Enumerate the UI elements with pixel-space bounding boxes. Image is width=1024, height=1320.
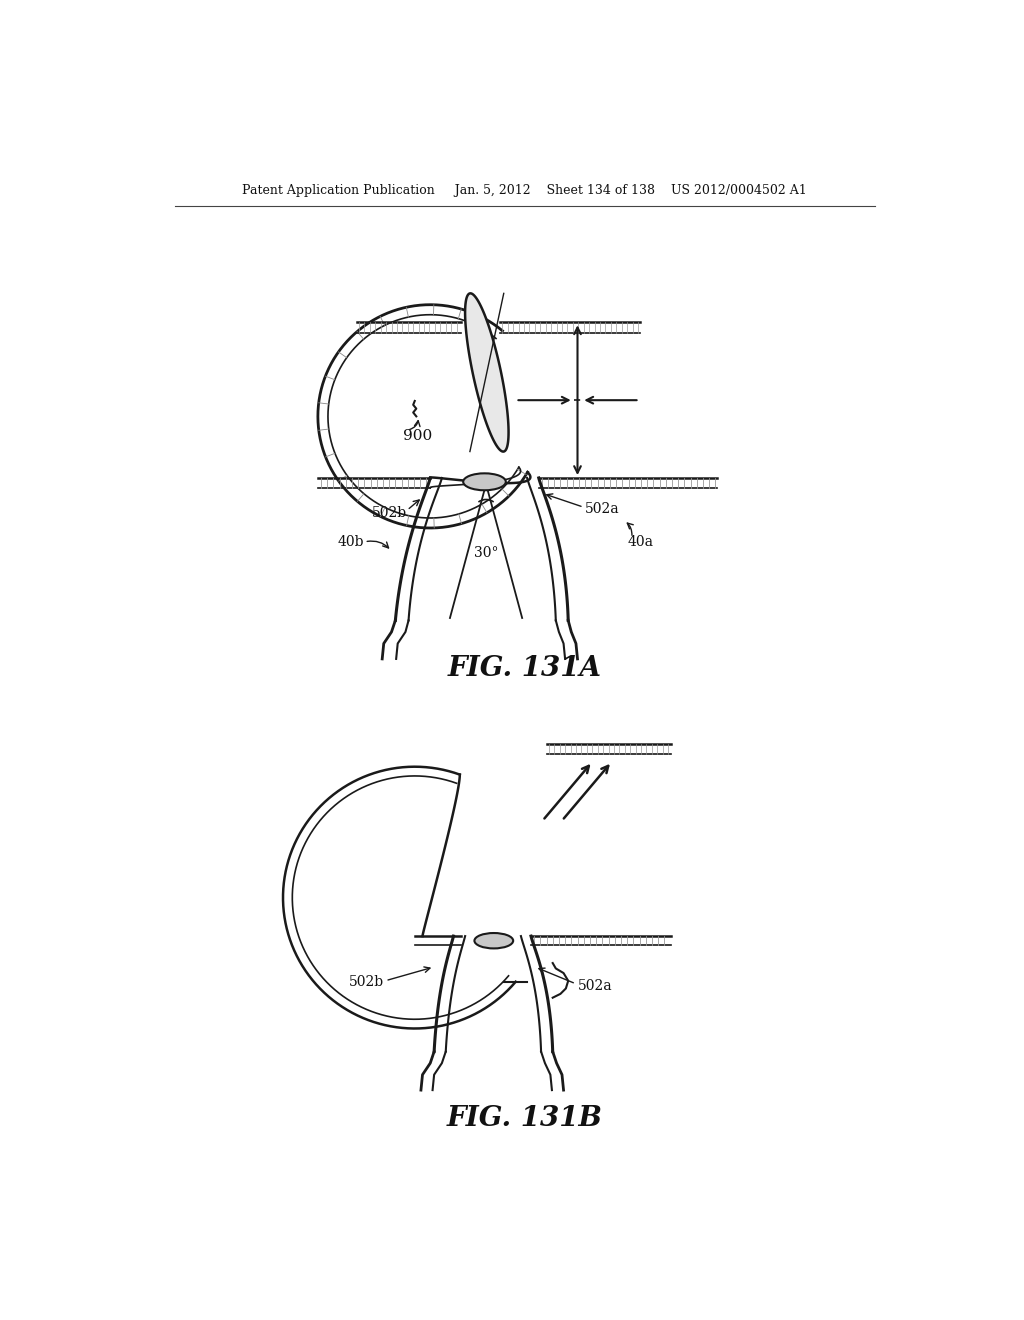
Text: FIG. 131B: FIG. 131B [446,1106,603,1133]
Text: 502a: 502a [586,502,620,516]
Text: 40a: 40a [628,535,654,549]
Text: FIG. 131A: FIG. 131A [447,655,602,682]
Text: 502b: 502b [372,506,408,520]
Polygon shape [465,293,509,451]
Text: 900: 900 [403,429,432,442]
Text: 502a: 502a [578,979,612,993]
Text: Patent Application Publication     Jan. 5, 2012    Sheet 134 of 138    US 2012/0: Patent Application Publication Jan. 5, 2… [243,185,807,197]
Text: 40b: 40b [337,535,364,549]
Text: 502b: 502b [348,975,384,989]
Text: 30°: 30° [474,546,499,561]
Ellipse shape [463,474,506,490]
Ellipse shape [474,933,513,948]
